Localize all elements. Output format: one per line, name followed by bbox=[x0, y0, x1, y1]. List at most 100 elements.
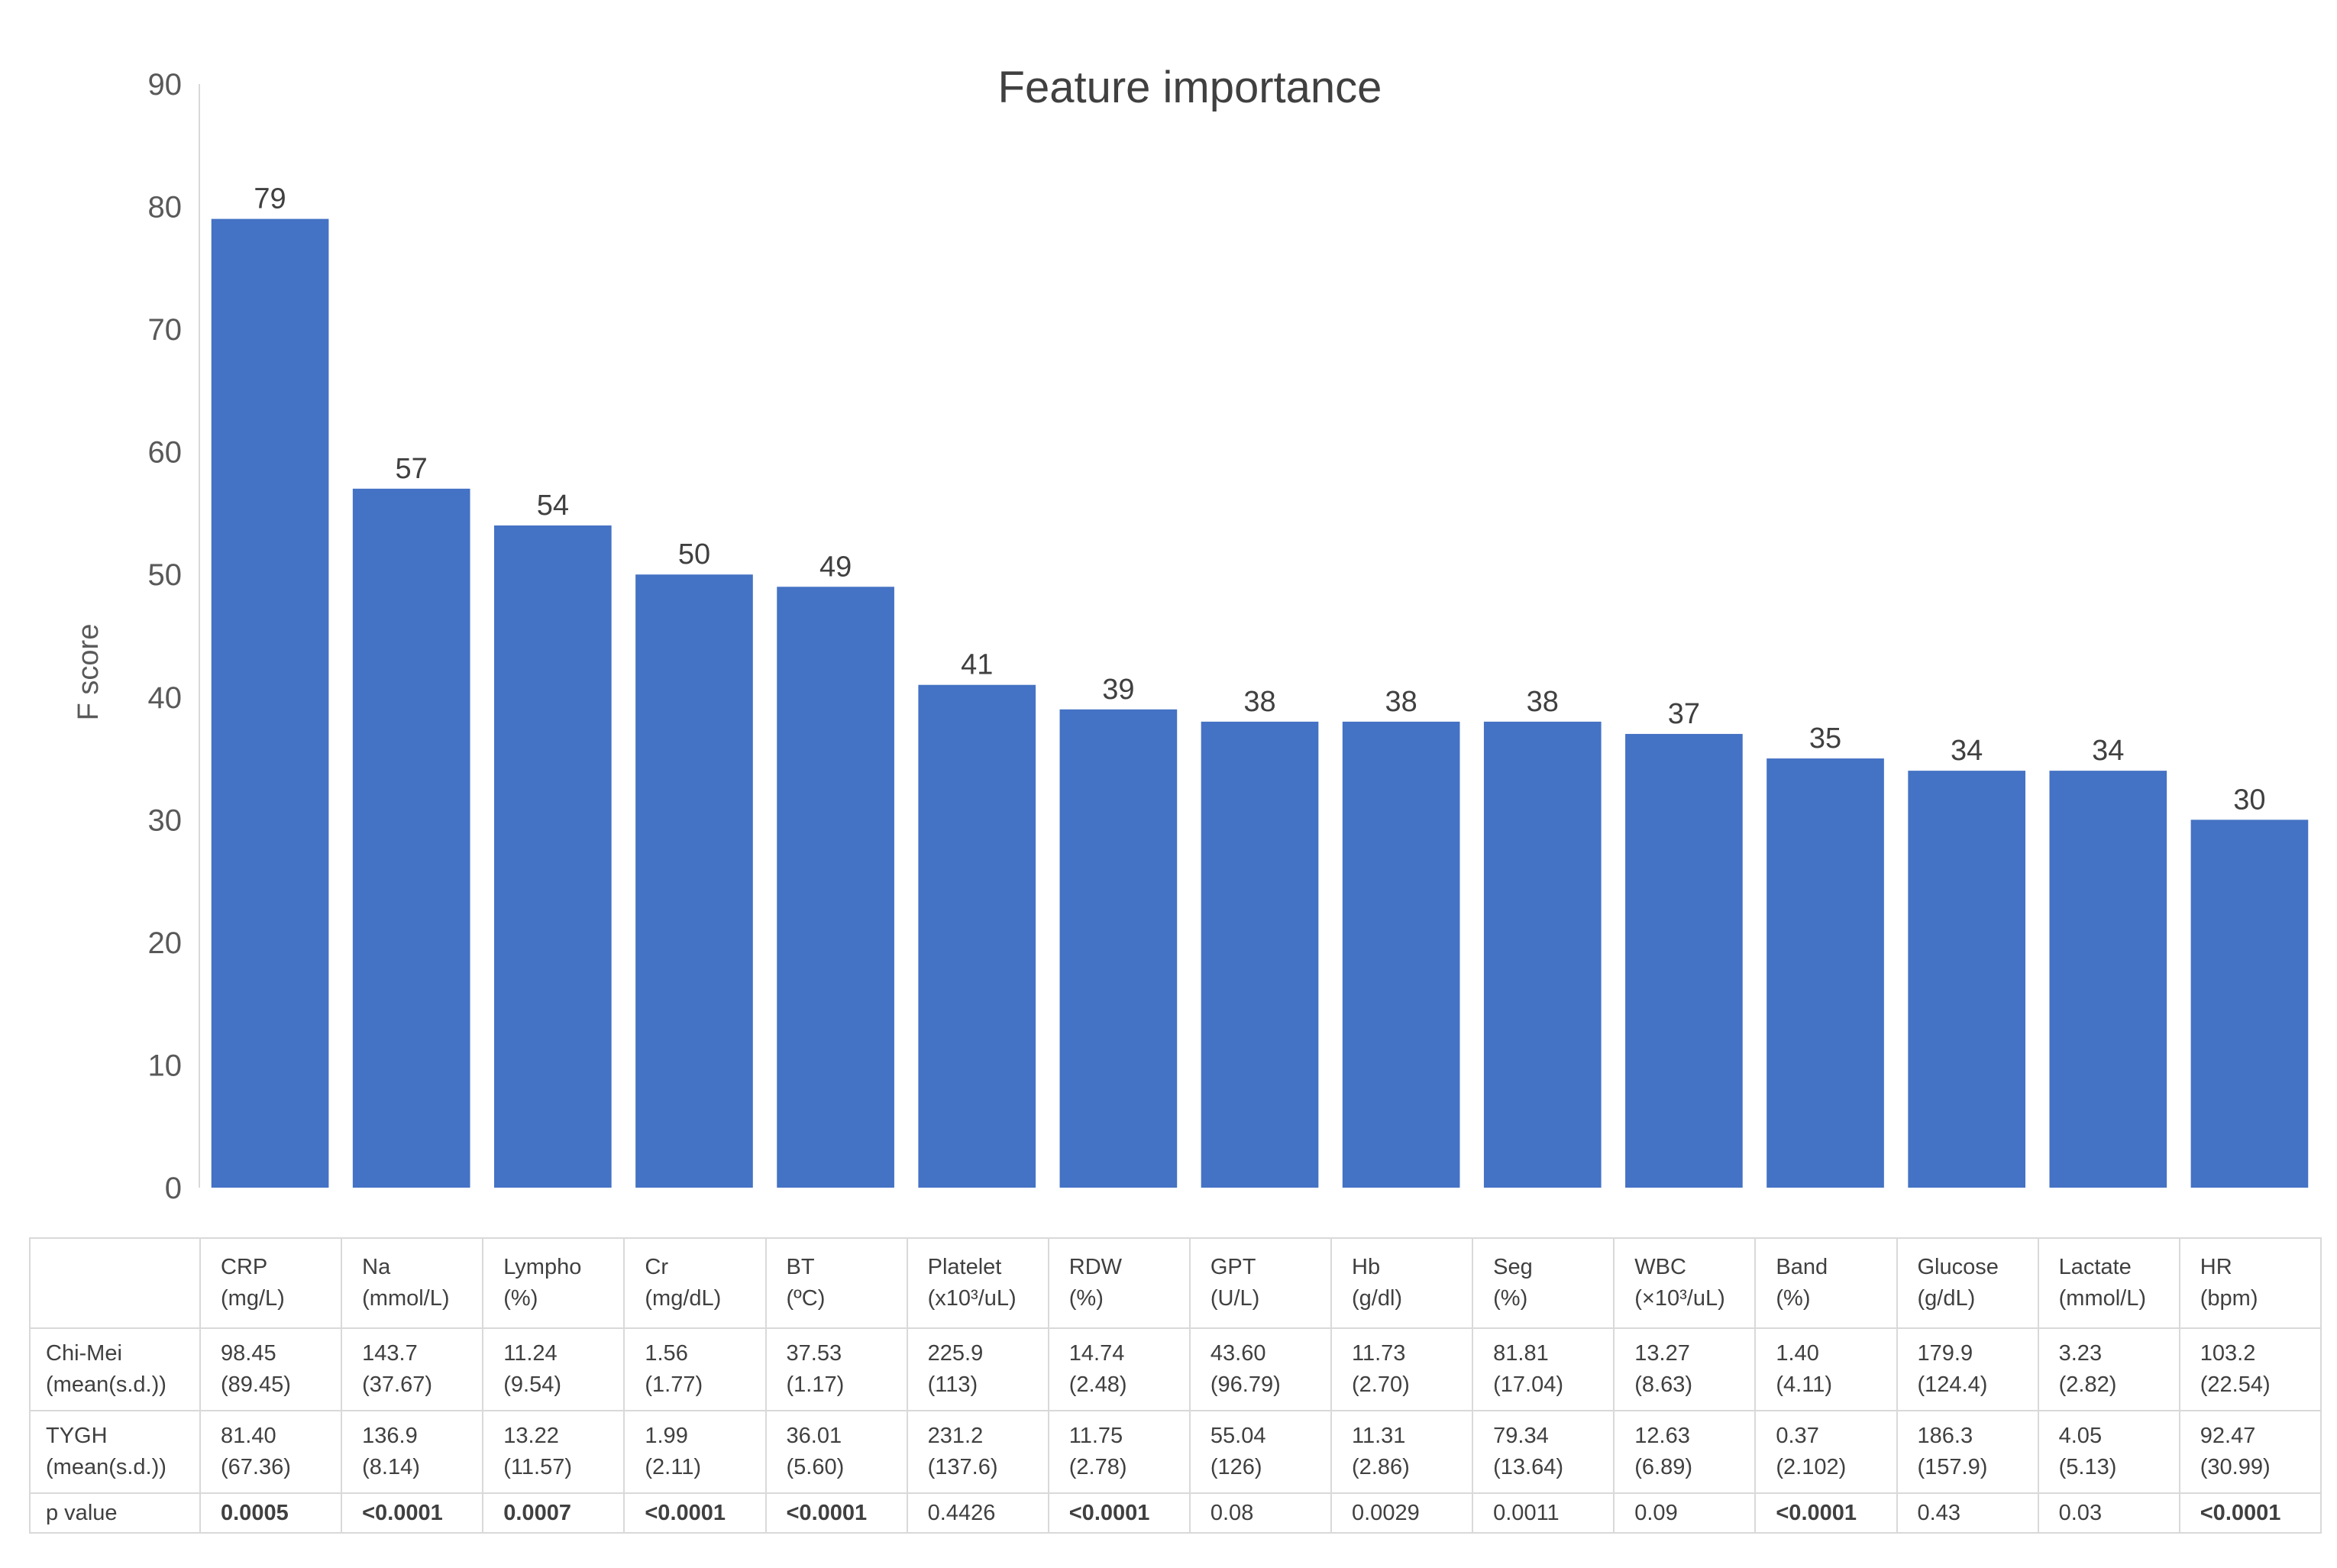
table-cell: 81.40 (67.36) bbox=[199, 1410, 343, 1494]
table-cell-line1: 13.22 bbox=[503, 1424, 559, 1448]
table-cell-line1: 186.3 bbox=[1917, 1424, 1973, 1448]
table-cell-line1: 37.53 bbox=[786, 1341, 842, 1366]
bar bbox=[1342, 721, 1460, 1188]
p-value-cell-line1: 0.43 bbox=[1917, 1500, 1960, 1525]
p-value-cell-line1: <0.0001 bbox=[645, 1500, 726, 1525]
table-cell-line2: (1.17) bbox=[786, 1372, 845, 1397]
table-cell-line2: (2.102) bbox=[1776, 1455, 1847, 1479]
table-cell-line1: 136.9 bbox=[362, 1424, 418, 1448]
table-cell: 1.56 (1.77) bbox=[623, 1327, 767, 1411]
data-label: 57 bbox=[396, 453, 428, 485]
column-header-line1: Na bbox=[362, 1255, 391, 1279]
column-header: WBC (×10³/uL) bbox=[1613, 1237, 1757, 1329]
p-value-cell: 0.03 bbox=[2037, 1492, 2180, 1534]
table-cell: 11.73 (2.70) bbox=[1330, 1327, 1474, 1411]
y-tick-label: 10 bbox=[148, 1049, 183, 1082]
column-header-line1: BT bbox=[786, 1255, 815, 1279]
data-label: 37 bbox=[1668, 698, 1700, 730]
column-header-line1: WBC bbox=[1634, 1255, 1686, 1279]
bar bbox=[2190, 820, 2309, 1188]
y-tick-label: 0 bbox=[165, 1172, 182, 1205]
table-cell-line1: 4.05 bbox=[2058, 1424, 2103, 1448]
table-cell-line1: 81.40 bbox=[221, 1424, 276, 1448]
table-cell: 11.24 (9.54) bbox=[482, 1327, 625, 1411]
data-label: 35 bbox=[1809, 723, 1841, 755]
p-value-cell: 0.0011 bbox=[1472, 1492, 1615, 1534]
column-header-line2: (g/dL) bbox=[1917, 1286, 1976, 1311]
table-cell: 4.05 (5.13) bbox=[2037, 1410, 2180, 1494]
table-cell-line2: (6.89) bbox=[1634, 1455, 1693, 1479]
table-cell-line2: (5.13) bbox=[2058, 1455, 2117, 1479]
column-header-line1: Lactate bbox=[2058, 1255, 2132, 1279]
row-label: Chi-Mei (mean(s.d.)) bbox=[29, 1327, 201, 1411]
p-value-cell: 0.09 bbox=[1613, 1492, 1757, 1534]
table-cell-line2: (13.64) bbox=[1493, 1455, 1564, 1479]
table-cell: 55.04 (126) bbox=[1188, 1410, 1333, 1494]
column-header-line1: Lympho bbox=[503, 1255, 582, 1279]
table-cell: 37.53 (1.17) bbox=[764, 1327, 908, 1411]
table-cell-line1: 43.60 bbox=[1210, 1341, 1266, 1366]
table-cell: 43.60 (96.79) bbox=[1188, 1327, 1333, 1411]
column-header-line2: (mg/L) bbox=[221, 1286, 285, 1311]
table-cell: 0.37 (2.102) bbox=[1754, 1410, 1898, 1494]
data-label: 34 bbox=[1951, 735, 1983, 767]
bar bbox=[1625, 733, 1743, 1188]
p-value-cell-line1: <0.0001 bbox=[2200, 1500, 2281, 1525]
column-header-line2: (bpm) bbox=[2200, 1286, 2258, 1311]
p-value-cell: <0.0001 bbox=[341, 1492, 484, 1534]
table-cell: 12.63 (6.89) bbox=[1613, 1410, 1757, 1494]
bar bbox=[777, 587, 894, 1188]
p-value-cell-line1: 0.0007 bbox=[503, 1500, 571, 1525]
p-value-cell: <0.0001 bbox=[1754, 1492, 1898, 1534]
y-tick-label: 70 bbox=[148, 313, 183, 347]
table-cell: 225.9 (113) bbox=[906, 1327, 1049, 1411]
column-header-line2: (U/L) bbox=[1210, 1286, 1260, 1311]
table-cell-line2: (1.77) bbox=[645, 1372, 703, 1397]
table-cell-line1: 1.56 bbox=[645, 1341, 688, 1366]
y-axis: 0 10 20 30 40 50 60 70 80 90 bbox=[148, 68, 183, 1205]
table-cell: 13.22 (11.57) bbox=[482, 1410, 625, 1494]
row-label-line2: (mean(s.d.)) bbox=[46, 1372, 166, 1397]
data-label: 79 bbox=[254, 183, 286, 215]
table-cell-line2: (67.36) bbox=[221, 1455, 291, 1479]
column-header-line1: Cr bbox=[645, 1255, 668, 1279]
row-label-line1: TYGH bbox=[46, 1424, 108, 1448]
table-cell-line1: 1.40 bbox=[1776, 1341, 1819, 1366]
row-label: p value bbox=[29, 1492, 201, 1534]
bar bbox=[918, 684, 1036, 1188]
table-row: TYGH (mean(s.d.)) 81.40 (67.36) 136.9 (8.14) 1… bbox=[29, 1410, 2322, 1494]
table-cell-line2: (2.11) bbox=[645, 1455, 701, 1479]
p-value-cell: <0.0001 bbox=[623, 1492, 767, 1534]
bar bbox=[1201, 721, 1319, 1188]
bar bbox=[1766, 758, 1884, 1188]
data-label: 38 bbox=[1243, 686, 1275, 718]
table-cell-line2: (89.45) bbox=[221, 1372, 291, 1397]
table-cell-line1: 12.63 bbox=[1634, 1424, 1690, 1448]
table-cell: 143.7 (37.67) bbox=[341, 1327, 484, 1411]
bar bbox=[1059, 709, 1178, 1188]
table-cell-line2: (126) bbox=[1210, 1455, 1262, 1479]
table-cell-line1: 36.01 bbox=[786, 1424, 842, 1448]
y-tick-label: 20 bbox=[148, 926, 183, 960]
table-cell-line1: 55.04 bbox=[1210, 1424, 1266, 1448]
data-table: CRP (mg/L) Na (mmol/L) Lympho (%) Cr (mg/dL) BT (… bbox=[29, 1237, 2322, 1534]
table-cell-line2: (17.04) bbox=[1493, 1372, 1564, 1397]
bar-chart: 0 10 20 30 40 50 60 70 80 90 Feature importance F… bbox=[73, 63, 2309, 1205]
bar bbox=[635, 574, 753, 1188]
p-value-cell: 0.4426 bbox=[906, 1492, 1049, 1534]
column-header-line1: Seg bbox=[1493, 1255, 1533, 1279]
table-cell-line2: (2.70) bbox=[1352, 1372, 1410, 1397]
table-row: Chi-Mei (mean(s.d.)) 98.45 (89.45) 143.7 (37.… bbox=[29, 1327, 2322, 1411]
column-header-line2: (%) bbox=[1068, 1286, 1104, 1311]
table-cell-line2: (2.82) bbox=[2058, 1372, 2117, 1397]
table-cell: 11.75 (2.78) bbox=[1047, 1410, 1191, 1494]
bar bbox=[211, 218, 329, 1188]
y-axis-label: F score bbox=[73, 624, 105, 721]
column-header: Hb (g/dl) bbox=[1330, 1237, 1474, 1329]
column-header-line1: Band bbox=[1776, 1255, 1828, 1279]
bar bbox=[2049, 771, 2167, 1188]
table-cell-line1: 103.2 bbox=[2200, 1341, 2256, 1366]
table-cell-line2: (8.63) bbox=[1634, 1372, 1693, 1397]
bars bbox=[211, 218, 2309, 1188]
table-cell: 136.9 (8.14) bbox=[341, 1410, 484, 1494]
